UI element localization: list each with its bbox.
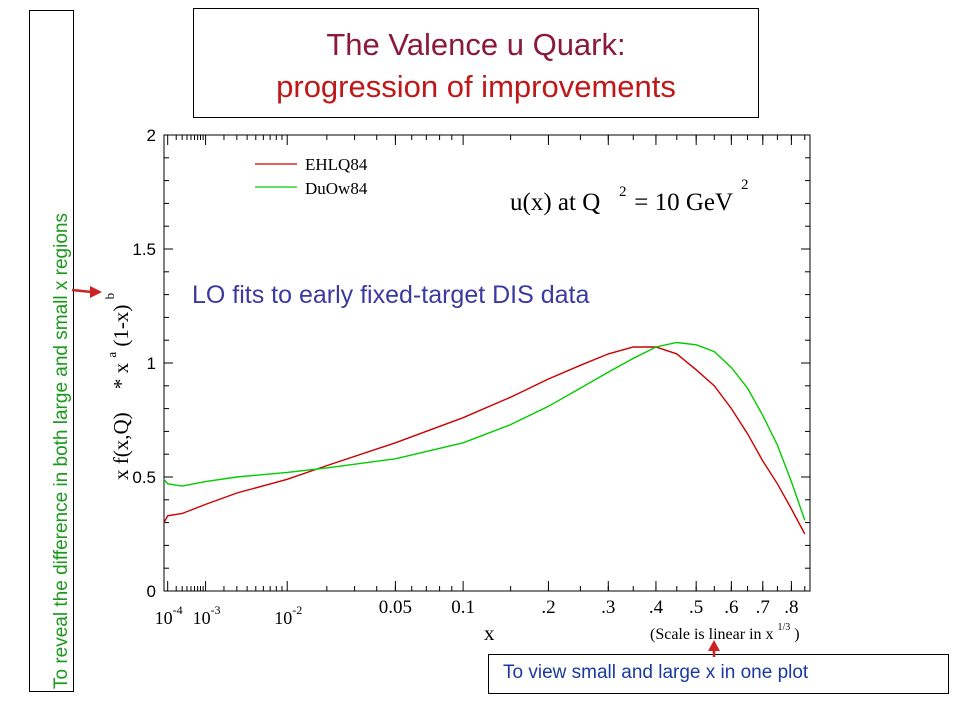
formula-sup: 2 [619,184,627,200]
legend-label-ehlq84: EHLQ84 [305,155,368,174]
x-tick-label: 0.05 [379,597,412,618]
y-ticks: 0 0.5 1 1.5 2 [132,126,810,601]
svg-text:x f(x,Q) * x a: x f(x,Q) * x a (1-x) b [97,293,133,480]
series-lines [163,341,806,535]
formula-main: u(x) at Q [510,189,600,216]
title-line-1: The Valence u Quark: [326,27,626,62]
x-tick-label: 10-3 [193,603,221,628]
y-axis-label-extra: * x [109,362,133,389]
bottom-note-box: To view small and large x in one plot [488,654,949,694]
scale-note-end: ) [794,626,799,643]
y-axis-label-mid: (1-x) [109,305,133,347]
scale-note-sup: 1/3 [778,622,791,633]
y-axis-label-b: b [102,293,117,300]
title-box: The Valence u Quark: progression of impr… [193,8,759,118]
y-tick-label: 1.5 [132,240,156,259]
y-tick-label: 0 [147,582,156,601]
y-axis-label-main: x f(x,Q) [109,412,133,480]
chart-annotation: LO fits to early fixed-target DIS data [192,281,589,309]
y-tick-label: 1 [147,354,156,373]
series-line-ehlq84 [163,346,806,535]
x-tick-label: .7 [756,597,770,618]
x-tick-label: .6 [724,597,738,618]
x-tick-label: 10-2 [274,603,302,628]
x-tick-label: 10-4 [155,603,183,628]
side-note-box [29,10,74,692]
x-ticks: 10-4 10-3 10-2 0.05 0.1 .2 .3 .4 .5 .6 .7 .8 [155,135,806,628]
x-tick-label: .4 [649,597,664,618]
x-tick-label: .5 [689,597,703,618]
x-axis-label: x [484,621,495,645]
y-axis-label: x f(x,Q) * x a (1-x) b [97,293,133,480]
y-tick-label: 0.5 [132,468,156,487]
side-arrow [71,286,102,298]
bottom-arrow [708,640,720,657]
y-axis-label-a: a [104,352,119,358]
bottom-note-text: To view small and large x in one plot [503,662,809,683]
formula-sup-2: 2 [741,177,749,193]
title-line-2: progression of improvements [276,69,676,104]
x-tick-label: .8 [784,597,798,618]
legend-label-duow84: DuOw84 [305,179,368,198]
series-line-duow84 [163,341,806,521]
scale-note: (Scale is linear in x 1/3 ) [650,617,800,643]
x-tick-label: .3 [601,597,615,618]
y-tick-label: 2 [147,126,156,145]
x-tick-label: .2 [541,597,555,618]
scale-note-text: (Scale is linear in x [650,626,774,643]
formula-rest: = 10 GeV [628,189,733,216]
x-tick-label: 0.1 [451,597,475,618]
